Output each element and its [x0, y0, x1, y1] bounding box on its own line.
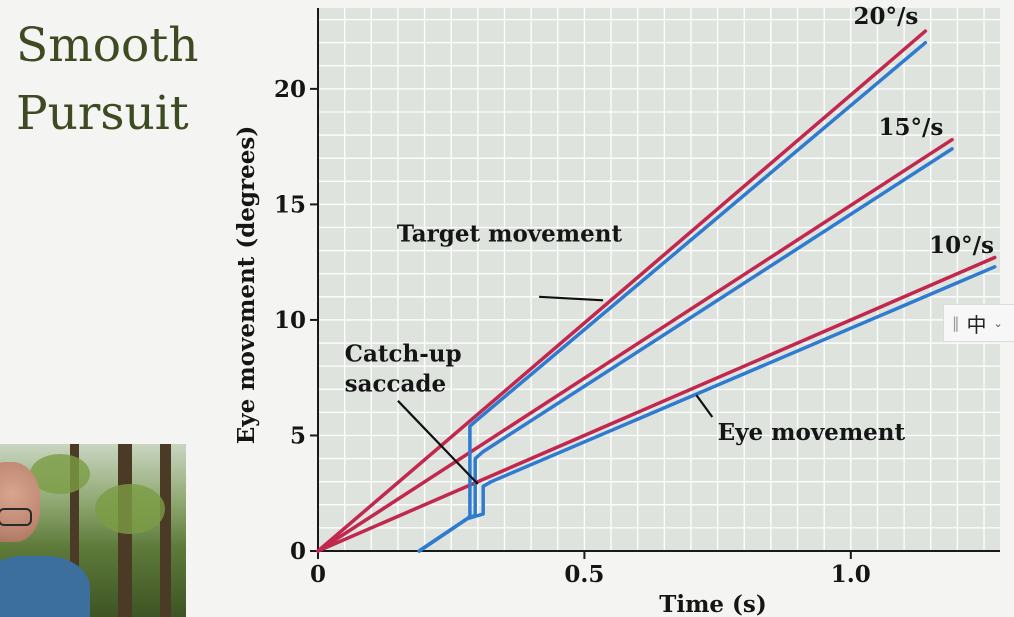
- tree-trunk-icon: [160, 444, 171, 617]
- y-tick-label: 15: [274, 191, 306, 218]
- rate-label: 15°/s: [879, 114, 944, 141]
- y-axis-label: Eye movement (degrees): [233, 126, 260, 444]
- grid: [318, 8, 1000, 551]
- annotation-line: saccade: [345, 371, 446, 398]
- rate-label: 10°/s: [929, 232, 994, 259]
- annotation-line: Catch-up: [345, 341, 462, 368]
- ime-mode-label[interactable]: 中: [966, 312, 987, 337]
- foliage-icon: [95, 484, 165, 534]
- y-tick-label: 20: [274, 76, 306, 103]
- x-tick-label: 0.5: [564, 561, 604, 588]
- presenter-shirt-icon: [0, 556, 90, 617]
- series-lines: [316, 29, 997, 553]
- pointer-line-catch-up-saccade: [397, 400, 479, 485]
- target-line: [316, 137, 954, 553]
- x-tick-label: 1.0: [831, 561, 871, 588]
- webcam-video[interactable]: [0, 444, 186, 617]
- y-tick-label: 5: [290, 422, 306, 449]
- glasses-icon: [0, 508, 32, 526]
- rate-label: 20°/s: [853, 3, 918, 30]
- annotation-line: Target movement: [397, 220, 623, 247]
- pointer-line-target-movement: [539, 295, 604, 302]
- target-line: [316, 255, 997, 553]
- plot-area: [318, 8, 1000, 551]
- ime-language-widget[interactable]: ‖ 中 ⌄: [943, 304, 1014, 342]
- pointer-line-eye-movement: [695, 394, 714, 418]
- x-axis-label: Time (s): [659, 591, 767, 617]
- annotation-line: Eye movement: [718, 419, 906, 446]
- annotation-target-movement: Target movement: [397, 220, 623, 247]
- drag-handle-icon[interactable]: ‖: [952, 314, 960, 332]
- eye-line: [417, 265, 997, 553]
- annotation-catch-up-saccade: Catch-up saccade: [345, 341, 462, 398]
- presenter-face-icon: [0, 462, 40, 542]
- chevron-down-icon[interactable]: ⌄: [993, 316, 1003, 330]
- annotation-eye-movement: Eye movement: [718, 419, 906, 446]
- annotation-pointers: [397, 295, 714, 485]
- slide-title-line-1: Smooth: [16, 18, 199, 73]
- tree-trunk-icon: [70, 444, 79, 617]
- slide-title: Smooth Pursuit: [16, 12, 199, 148]
- y-tick-label: 10: [274, 307, 306, 334]
- chart-labels: 20°/s 15°/s 10°/s Target movement Catch-up sa…: [345, 3, 994, 446]
- foliage-icon: [30, 454, 90, 494]
- x-tick-label: 0: [310, 561, 326, 588]
- ticks: 0 0.5 1.0 0 5 10 15 20: [274, 76, 871, 588]
- slide-title-line-2: Pursuit: [16, 86, 189, 141]
- axes: [317, 8, 1000, 552]
- target-line: [316, 29, 928, 553]
- y-tick-label: 0: [290, 538, 306, 565]
